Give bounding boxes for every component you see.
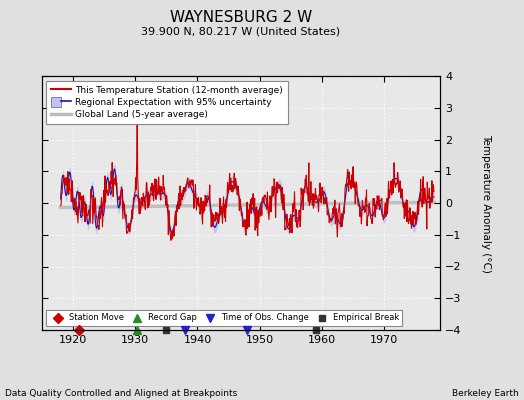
- Text: Berkeley Earth: Berkeley Earth: [452, 389, 519, 398]
- Text: 39.900 N, 80.217 W (United States): 39.900 N, 80.217 W (United States): [141, 26, 341, 36]
- Y-axis label: Temperature Anomaly (°C): Temperature Anomaly (°C): [481, 134, 491, 272]
- Text: WAYNESBURG 2 W: WAYNESBURG 2 W: [170, 10, 312, 25]
- Text: Data Quality Controlled and Aligned at Breakpoints: Data Quality Controlled and Aligned at B…: [5, 389, 237, 398]
- Legend: Station Move, Record Gap, Time of Obs. Change, Empirical Break: Station Move, Record Gap, Time of Obs. C…: [46, 310, 402, 326]
